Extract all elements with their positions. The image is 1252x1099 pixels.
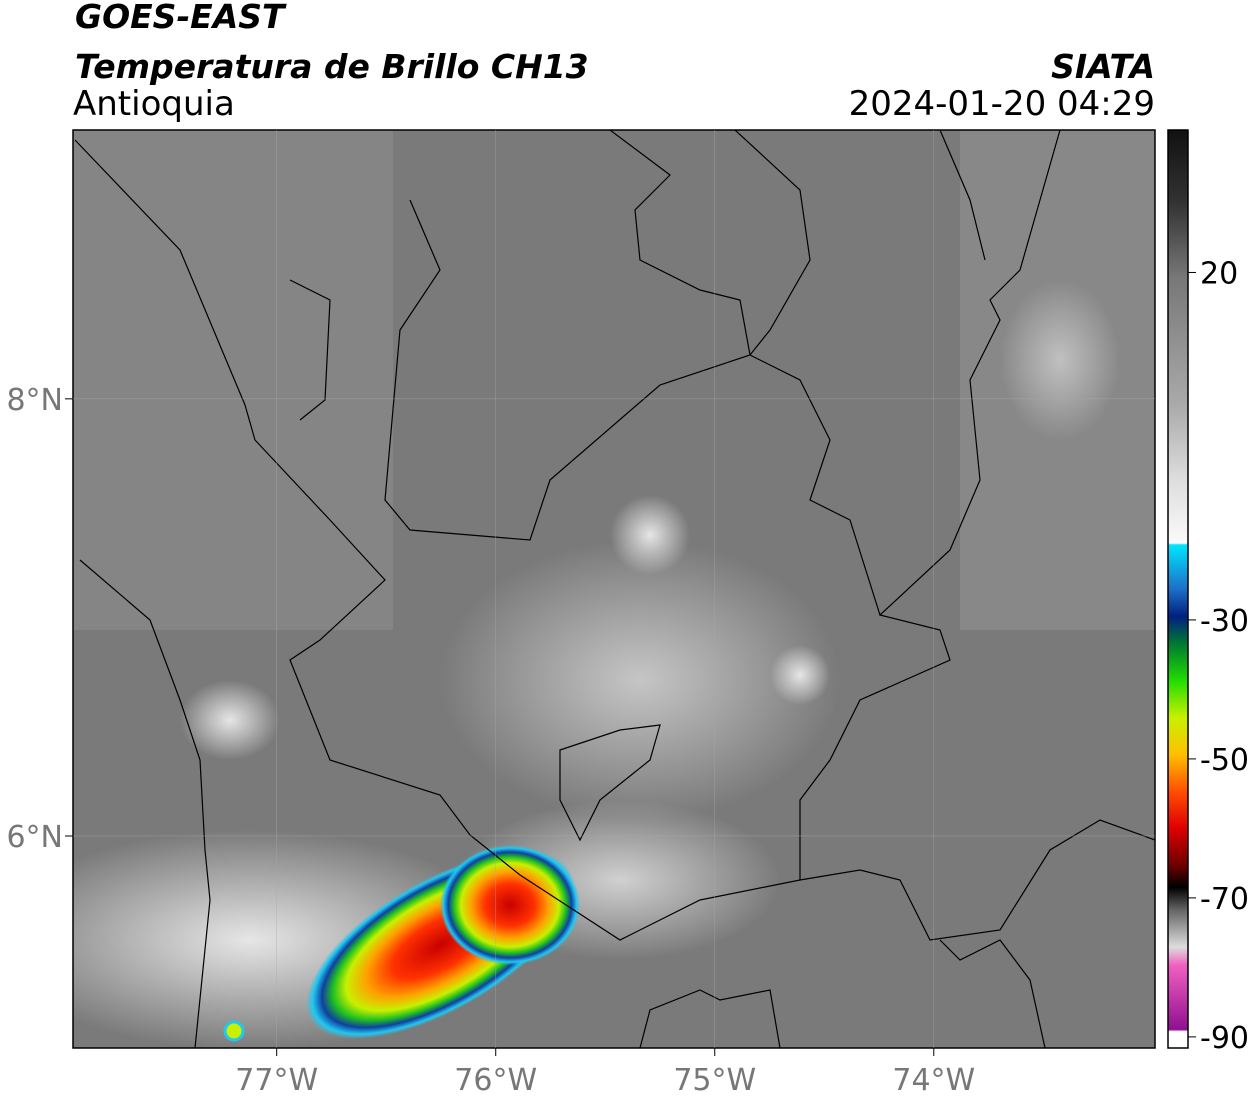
colorbar-tick-label: 20 (1200, 256, 1238, 291)
x-tick-label: 77°W (235, 1063, 318, 1098)
x-tick-label: 75°W (673, 1063, 756, 1098)
x-tick-label: 74°W (892, 1063, 975, 1098)
subtitle: Temperatura de Brillo CH13 (75, 47, 589, 86)
colorbar-tick-label: -90 (1200, 1021, 1249, 1056)
x-tick-label: 76°W (454, 1063, 537, 1098)
colorbar-tick-label: -30 (1200, 604, 1249, 639)
colorbar-tick-label: -50 (1200, 743, 1249, 778)
region: Antioquia (73, 84, 235, 124)
y-tick-label: 8°N (6, 383, 63, 418)
colorbar (1167, 129, 1189, 1049)
y-tick-label: 6°N (6, 820, 63, 855)
colorbar-tick-label: -70 (1200, 882, 1249, 917)
datetime: 2024-01-20 04:29 (849, 84, 1155, 124)
map-frame (72, 129, 1156, 1049)
map-image (73, 130, 1155, 1048)
title: GOES-EAST (75, 0, 287, 36)
source: SIATA (1051, 47, 1155, 86)
